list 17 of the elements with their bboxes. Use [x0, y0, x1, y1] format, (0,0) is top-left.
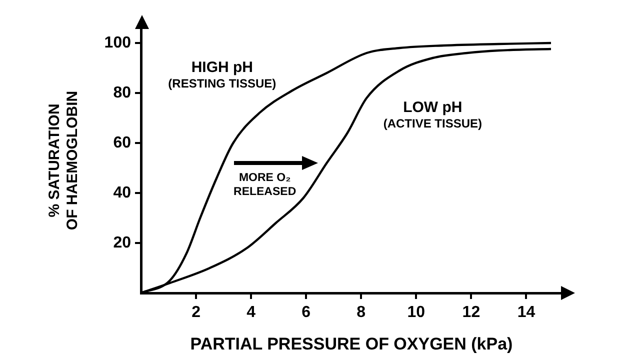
x-tick-label: 8: [356, 304, 366, 322]
series-label: HIGH pH (RESTING TISSUE): [168, 59, 276, 90]
x-tick-label: 6: [302, 304, 311, 322]
y-tick-label: 20: [113, 234, 132, 252]
y-axis-title: % SATURATION OF HAEMOGLOBIN: [46, 90, 82, 230]
y-tick-label: 40: [113, 184, 132, 202]
y-tick-label: 60: [113, 134, 132, 152]
series-label: LOW pH (ACTIVE TISSUE): [383, 99, 482, 130]
y-tick-label: 100: [104, 34, 132, 52]
x-tick-label: 2: [192, 304, 201, 322]
x-tick-label: 4: [246, 304, 256, 322]
x-tick-label: 14: [517, 304, 536, 322]
x-tick-label: 10: [407, 304, 426, 322]
x-axis-title: PARTIAL PRESSURE OF OXYGEN (kPa): [190, 334, 513, 354]
x-tick-label: 12: [462, 304, 480, 322]
y-tick-label: 80: [113, 84, 132, 102]
annotation: MORE O₂ RELEASED: [234, 172, 296, 198]
